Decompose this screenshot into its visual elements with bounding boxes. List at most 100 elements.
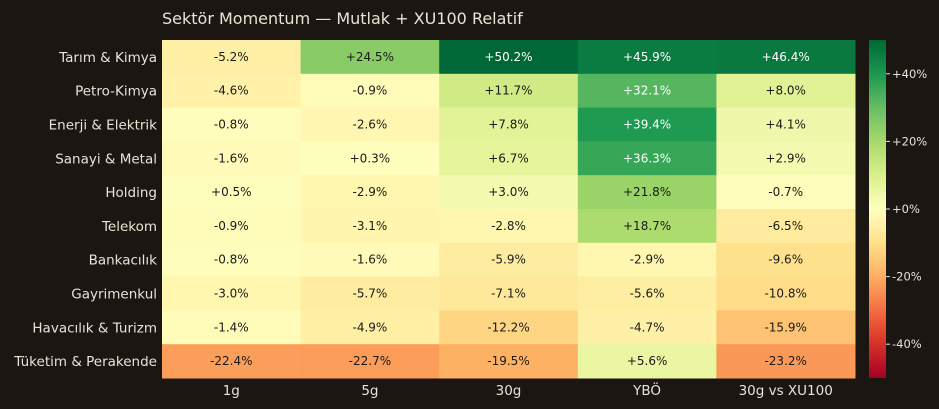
heatmap-cell <box>577 175 717 210</box>
cell-value-label: +3.0% <box>488 185 529 199</box>
cell-value-label: -12.2% <box>487 320 529 334</box>
heatmap-cell <box>439 310 579 345</box>
cell-value-label: -5.9% <box>491 253 526 267</box>
heatmap-cell <box>439 141 579 176</box>
heatmap-cell <box>439 242 579 278</box>
row-label: Gayrimenkul <box>71 287 157 303</box>
cell-value-label: +11.7% <box>484 84 532 98</box>
heatmap-cell <box>577 209 717 244</box>
heatmap-cell <box>716 107 856 142</box>
heatmap-cell <box>439 344 579 379</box>
cell-value-label: +32.1% <box>623 84 671 98</box>
heatmap-cell <box>439 73 579 109</box>
row-label: Petro-Kimya <box>75 84 157 100</box>
cell-value-label: -0.9% <box>352 84 387 98</box>
row-label: Bankacılık <box>89 253 158 269</box>
row-label: Havacılık & Turizm <box>32 320 157 336</box>
heatmap-cell <box>300 344 440 379</box>
column-label: 30g vs XU100 <box>739 383 833 399</box>
heatmap-cell <box>577 107 717 142</box>
cell-value-label: +39.4% <box>623 118 671 132</box>
heatmap-cell <box>300 276 440 311</box>
colorbar-tick-label: +0% <box>892 202 920 216</box>
heatmap-cell <box>716 73 856 109</box>
heatmap-cell <box>300 242 440 278</box>
cell-value-label: -10.8% <box>764 287 806 301</box>
cell-value-label: -9.6% <box>768 253 803 267</box>
heatmap-cell <box>300 40 440 75</box>
heatmap-cell <box>577 344 717 379</box>
heatmap-cell <box>716 344 856 379</box>
cell-value-label: +6.7% <box>488 151 529 165</box>
row-label: Enerji & Elektrik <box>49 118 158 134</box>
cell-value-label: -19.5% <box>487 354 529 368</box>
cell-value-label: -4.9% <box>352 320 387 334</box>
cell-value-label: -22.4% <box>210 354 252 368</box>
heatmap-cell <box>300 209 440 244</box>
heatmap-cell <box>162 141 302 176</box>
heatmap-cell <box>162 276 302 311</box>
cell-value-label: +4.1% <box>765 118 806 132</box>
colorbar-tick-label: +20% <box>892 134 927 148</box>
heatmap-cell <box>716 242 856 278</box>
heatmap-cell <box>716 310 856 345</box>
colorbar-tick-label: -20% <box>892 270 922 284</box>
heatmap-cell <box>300 310 440 345</box>
cell-value-label: -22.7% <box>349 354 391 368</box>
heatmap-cell <box>300 107 440 142</box>
cell-value-label: -4.7% <box>630 320 665 334</box>
colorbar-tick-label: +40% <box>892 67 927 81</box>
cell-value-label: -1.4% <box>214 320 249 334</box>
heatmap-cell <box>162 73 302 109</box>
cell-value-label: -5.7% <box>352 287 387 301</box>
heatmap-cell <box>162 40 302 75</box>
cell-value-label: -1.6% <box>214 151 249 165</box>
cell-value-label: +8.0% <box>765 84 806 98</box>
cell-value-label: +7.8% <box>488 118 529 132</box>
row-label: Telekom <box>101 219 157 235</box>
heatmap-cell <box>300 141 440 176</box>
heatmap-cell <box>162 310 302 345</box>
heatmap-cell <box>577 40 717 75</box>
heatmap-cell <box>439 209 579 244</box>
heatmap-cell <box>716 276 856 311</box>
heatmap-cell <box>577 242 717 278</box>
heatmap-cell <box>716 141 856 176</box>
heatmap-cell <box>716 209 856 244</box>
heatmap-cell <box>577 141 717 176</box>
column-label: 1g <box>223 383 240 399</box>
heatmap-cell <box>162 107 302 142</box>
chart-title: Sektör Momentum — Mutlak + XU100 Relatif <box>162 9 523 28</box>
cell-value-label: -7.1% <box>491 287 526 301</box>
colorbar <box>869 40 886 378</box>
cell-value-label: +21.8% <box>623 185 671 199</box>
heatmap-cell <box>439 276 579 311</box>
cell-value-label: -15.9% <box>764 320 806 334</box>
heatmap-cell <box>162 344 302 379</box>
row-label: Holding <box>105 185 157 201</box>
heatmap-cell <box>439 107 579 142</box>
heatmap-cell <box>577 276 717 311</box>
cell-value-label: -0.8% <box>214 253 249 267</box>
cell-value-label: -4.6% <box>214 84 249 98</box>
cell-value-label: -3.1% <box>352 219 387 233</box>
heatmap-cell <box>577 73 717 109</box>
cell-value-label: +24.5% <box>346 50 394 64</box>
cell-value-label: +5.6% <box>627 354 668 368</box>
heatmap-cell <box>577 310 717 345</box>
cell-value-label: +50.2% <box>484 50 532 64</box>
row-label: Tüketim & Perakende <box>13 354 157 370</box>
heatmap-cell <box>162 242 302 278</box>
heatmap-cell <box>162 175 302 210</box>
cell-value-label: -5.6% <box>630 287 665 301</box>
heatmap-cell <box>716 175 856 210</box>
cell-value-label: +0.3% <box>350 151 391 165</box>
heatmap-cell <box>162 209 302 244</box>
cell-value-label: -1.6% <box>352 253 387 267</box>
cell-value-label: -2.9% <box>630 253 665 267</box>
row-label: Tarım & Kimya <box>58 50 157 66</box>
cell-value-label: -2.6% <box>352 118 387 132</box>
cell-value-label: -3.0% <box>214 287 249 301</box>
heatmap-cell <box>300 73 440 109</box>
